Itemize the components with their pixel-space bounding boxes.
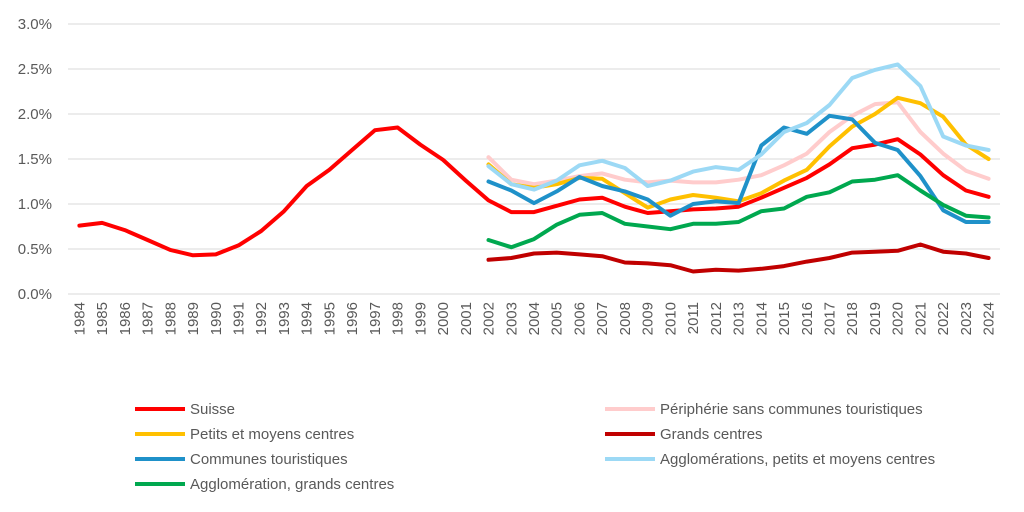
x-tick-label: 1999 — [412, 302, 429, 335]
x-tick-label: 1984 — [71, 302, 88, 335]
y-tick-label: 2.5% — [18, 61, 52, 78]
series-line-5 — [486, 62, 991, 192]
x-tick-label: 2023 — [958, 302, 975, 335]
x-tick-label: 2010 — [662, 302, 679, 335]
x-tick-label: 1998 — [390, 302, 407, 335]
x-tick-label: 2020 — [890, 302, 907, 335]
legend-label: Suisse — [190, 401, 235, 418]
x-tick-label: 1993 — [276, 302, 293, 335]
y-axis-tick-labels: 0.0% 0.5% 1.0% 1.5% 2.0% 2.5% 3.0% — [18, 16, 52, 303]
x-tick-label: 2015 — [776, 302, 793, 335]
series-line-3 — [486, 242, 991, 274]
x-tick-label: 2013 — [731, 302, 748, 335]
series-line-1 — [486, 100, 991, 187]
x-tick-label: 1985 — [94, 302, 111, 335]
x-tick-label: 2022 — [935, 302, 952, 335]
series-line-0 — [77, 125, 991, 258]
x-tick-label: 2003 — [503, 302, 520, 335]
x-tick-label: 2016 — [799, 302, 816, 335]
x-tick-label: 2017 — [822, 302, 839, 335]
x-tick-label: 2000 — [435, 302, 452, 335]
legend-label: Agglomération, grands centres — [190, 476, 394, 493]
x-tick-label: 2024 — [981, 302, 998, 335]
x-tick-label: 1997 — [367, 302, 384, 335]
x-tick-label: 2004 — [526, 302, 543, 335]
x-tick-label: 2001 — [458, 302, 475, 335]
x-tick-label: 2018 — [844, 302, 861, 335]
x-tick-label: 2021 — [912, 302, 929, 335]
x-tick-label: 2007 — [594, 302, 611, 335]
x-tick-label: 2008 — [617, 302, 634, 335]
legend-label: Petits et moyens centres — [190, 426, 354, 443]
x-tick-label: 2002 — [481, 302, 498, 335]
x-tick-label: 1991 — [230, 302, 247, 335]
x-tick-label: 2006 — [571, 302, 588, 335]
y-tick-label: 3.0% — [18, 16, 52, 33]
legend-label: Communes touristiques — [190, 451, 348, 468]
x-axis-tick-labels: 1984 1985 1986 1987 1988 1989 1990 1991 1992 1993… — [71, 302, 997, 335]
x-tick-label: 2009 — [640, 302, 657, 335]
x-tick-label: 1990 — [208, 302, 225, 335]
x-tick-label: 2005 — [549, 302, 566, 335]
x-tick-label: 2012 — [708, 302, 725, 335]
gridlines — [68, 23, 1000, 250]
x-tick-label: 1995 — [321, 302, 338, 335]
x-tick-label: 1996 — [344, 302, 361, 335]
x-tick-label: 1992 — [253, 302, 270, 335]
y-tick-label: 0.0% — [18, 286, 52, 303]
series-line-6 — [486, 173, 991, 250]
series-lines — [77, 62, 991, 274]
legend: Suisse Périphérie sans communes touristiq… — [135, 401, 935, 493]
series-line-4 — [486, 113, 991, 224]
x-tick-label: 1988 — [162, 302, 179, 335]
y-tick-label: 1.0% — [18, 196, 52, 213]
x-tick-label: 1994 — [299, 302, 316, 335]
x-tick-label: 2014 — [753, 302, 770, 335]
x-tick-label: 1989 — [185, 302, 202, 335]
legend-label: Périphérie sans communes touristiques — [660, 401, 923, 418]
x-tick-label: 1987 — [140, 302, 157, 335]
x-tick-label: 2019 — [867, 302, 884, 335]
legend-label: Agglomérations, petits et moyens centres — [660, 451, 935, 468]
y-tick-label: 1.5% — [18, 151, 52, 168]
y-tick-label: 2.0% — [18, 106, 52, 123]
x-tick-label: 2011 — [685, 302, 702, 334]
y-tick-label: 0.5% — [18, 241, 52, 258]
legend-label: Grands centres — [660, 426, 763, 443]
x-tick-label: 1986 — [117, 302, 134, 335]
